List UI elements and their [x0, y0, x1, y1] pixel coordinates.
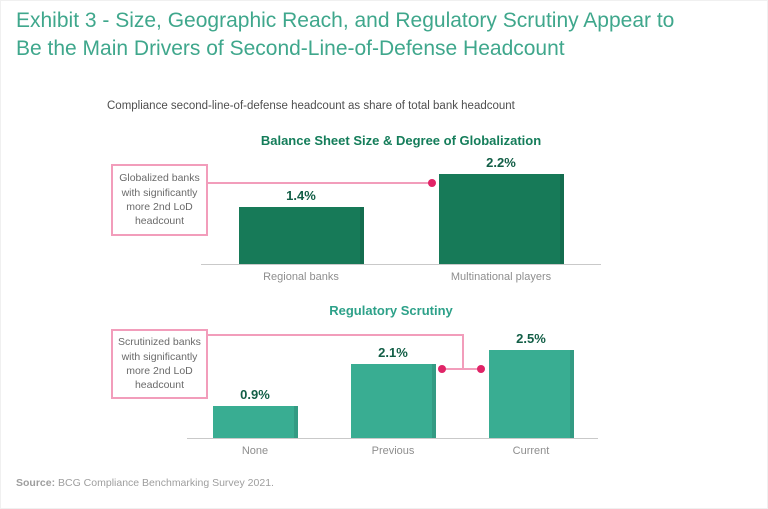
chart2-category-label-none: None — [241, 445, 269, 457]
chart1-category-label-regional-banks: Regional banks — [263, 271, 339, 283]
chart2-value-label-none: 0.9% — [240, 387, 270, 402]
chart-subtitle: Compliance second-line-of-defense headco… — [107, 100, 515, 112]
chart2-annotation-connector-dot-0 — [438, 365, 446, 373]
chart2-value-label-previous: 2.1% — [378, 345, 408, 360]
chart2-bar-previous — [350, 364, 436, 438]
chart1-bar-multinational-players — [438, 174, 564, 264]
chart2-annotation-connector-line-2 — [442, 368, 482, 370]
chart2-title: Regulatory Scrutiny — [329, 303, 453, 318]
chart1-value-label-multinational-players: 2.2% — [486, 155, 516, 170]
exhibit-title-line2: Be the Main Drivers of Second-Line-of-De… — [16, 37, 565, 61]
chart1-bar-regional-banks — [238, 207, 364, 264]
chart1-annotation-connector-line-0 — [207, 182, 432, 184]
chart2-annotation-connector-dot-1 — [477, 365, 485, 373]
chart2-bar-current — [488, 350, 574, 438]
chart2-annotation-text: Scrutinized banks with significantly mor… — [118, 336, 201, 392]
chart2-category-label-current: Current — [512, 445, 550, 457]
chart1-annotation-text: Globalized banks with significantly more… — [119, 172, 200, 228]
chart2-bar-none — [212, 406, 298, 438]
chart2-annotation-connector-line-1 — [462, 334, 464, 370]
chart2-axis-line — [187, 438, 598, 439]
chart2-annotation-box: Scrutinized banks with significantly mor… — [111, 329, 208, 399]
chart1-category-label-multinational-players: Multinational players — [450, 271, 552, 283]
chart2-annotation-connector-line-0 — [207, 334, 464, 336]
chart1-value-label-regional-banks: 1.4% — [286, 188, 316, 203]
chart1-axis-line — [201, 264, 601, 265]
chart2-category-label-previous: Previous — [371, 445, 415, 457]
chart1-annotation-box: Globalized banks with significantly more… — [111, 164, 208, 236]
source-note: Source: BCG Compliance Benchmarking Surv… — [16, 477, 274, 489]
source-label: Source: — [16, 477, 56, 489]
exhibit-title-line1: Exhibit 3 - Size, Geographic Reach, and … — [16, 9, 675, 32]
chart1-annotation-connector-dot-0 — [428, 179, 436, 187]
chart2-value-label-current: 2.5% — [516, 331, 546, 346]
exhibit-title: Exhibit 3 - Size, Geographic Reach, and … — [16, 7, 767, 64]
chart1-title: Balance Sheet Size & Degree of Globaliza… — [260, 133, 542, 148]
source-text: BCG Compliance Benchmarking Survey 2021. — [55, 477, 274, 489]
